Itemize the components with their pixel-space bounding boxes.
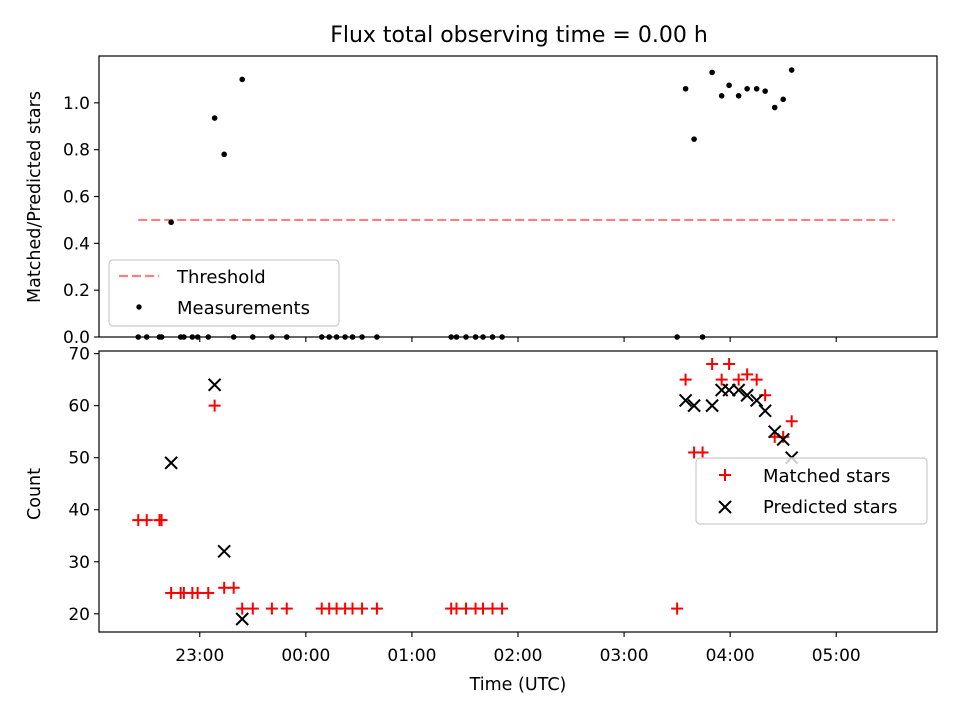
legend-frame [695,457,928,525]
y-axis-label-count: Count [25,468,45,520]
y-tick-label-ratio: 0.2 [63,281,90,301]
y-tick-label-count: 70 [68,345,90,365]
panel-counts: Count Time (UTC) 20 30 40 50 60 70 23:00 00:00 0… [25,345,938,695]
measurement-point [735,93,742,99]
y-tick-label-count: 20 [68,605,90,625]
predicted-star-point [164,456,178,470]
predicted-star-point [749,393,764,408]
x-axis-label: Time (UTC) [469,675,567,695]
legend-predicted-label: Predicted stars [763,497,897,518]
matched-star-point [732,373,745,386]
y-tick-label-count: 50 [68,449,90,469]
legend-predicted-swatch [718,500,732,514]
matched-star-point [715,373,728,386]
legend-counts: Matched stars Predicted stars [695,457,928,525]
matched-star-point [246,602,259,615]
measurement-point [753,85,760,92]
legend-matched-label: Matched stars [763,466,890,487]
matched-star-point [785,415,798,428]
measurement-point [780,96,786,103]
panel-ratio: Flux total observing time = 0.00 h Match… [25,23,938,348]
measurement-point [744,85,750,92]
predicted-star-point [758,404,772,418]
predicted-star-point [731,383,746,397]
predicted-star-point [776,432,790,447]
y-tick-label-ratio: 0.8 [63,141,90,161]
measurement-point [239,76,246,83]
legend-measurements-label: Measurements [177,298,310,319]
legend-matched-swatch [719,469,731,481]
measurement-point [221,151,227,158]
x-tick-label: 05:00 [812,646,861,666]
chart-title: Flux total observing time = 0.00 h [330,23,708,48]
measurement-point [762,88,768,94]
y-tick-label-count: 40 [68,501,90,521]
y-tick-label-count: 30 [68,553,90,573]
measurement-point [168,219,174,226]
measurement-point [788,67,795,73]
matched-star-point [706,358,719,371]
predicted-star-point [678,393,693,408]
y-tick-label-ratio: 1.0 [63,94,90,114]
x-tick-label: 01:00 [387,646,436,666]
predicted-star-point [722,383,736,397]
matched-star-point [496,602,509,615]
matched-star-point [750,373,763,386]
axes-frame-ratio [98,55,938,338]
predicted-star-point [235,612,249,626]
measurement-point [771,104,778,111]
measurement-point [726,82,732,89]
measurement-point [709,69,715,76]
matched-star-point [356,602,369,615]
y-tick-label-ratio: 0.0 [63,328,90,348]
matched-star-point [370,602,383,615]
matched-star-point [140,514,153,527]
matched-star-point [208,399,221,412]
predicted-star-point [207,378,222,392]
matched-star-point [202,586,215,599]
predicted-star-point [687,398,701,413]
matched-star-point [696,446,709,459]
matched-star-point [155,514,168,527]
predicted-star-point [217,544,231,559]
matched-star-point [280,602,293,615]
matched-star-point [723,358,736,371]
legend-ratio: Threshold Measurements [108,259,340,327]
matched-star-point [671,602,684,615]
matched-star-point [236,602,249,615]
predicted-star-point [705,398,719,413]
y-axis-label-ratio: Matched/Predicted stars [25,91,45,303]
matched-star-point [741,368,754,381]
matched-star-point [679,373,692,386]
measurement-point [682,85,689,92]
measurement-point [718,93,725,99]
y-tick-label-count: 60 [68,397,90,417]
matched-star-point [265,602,278,615]
x-tick-label: 23:00 [175,646,224,666]
y-tick-label-ratio: 0.4 [63,234,90,254]
x-tick-label: 03:00 [600,646,649,666]
x-tick-label: 02:00 [494,646,543,666]
legend-measurements-swatch [136,304,142,310]
matched-star-point [191,586,204,599]
x-tick-label: 00:00 [281,646,330,666]
predicted-star-point [740,388,754,402]
legend-threshold-label: Threshold [176,267,266,288]
measurement-point [691,136,697,142]
measurement-point [211,115,218,121]
axes-frame-counts [98,350,938,633]
y-tick-label-ratio: 0.6 [63,188,90,208]
x-tick-label: 04:00 [706,646,755,666]
legend-frame [108,259,340,327]
matched-star-point [227,581,240,594]
